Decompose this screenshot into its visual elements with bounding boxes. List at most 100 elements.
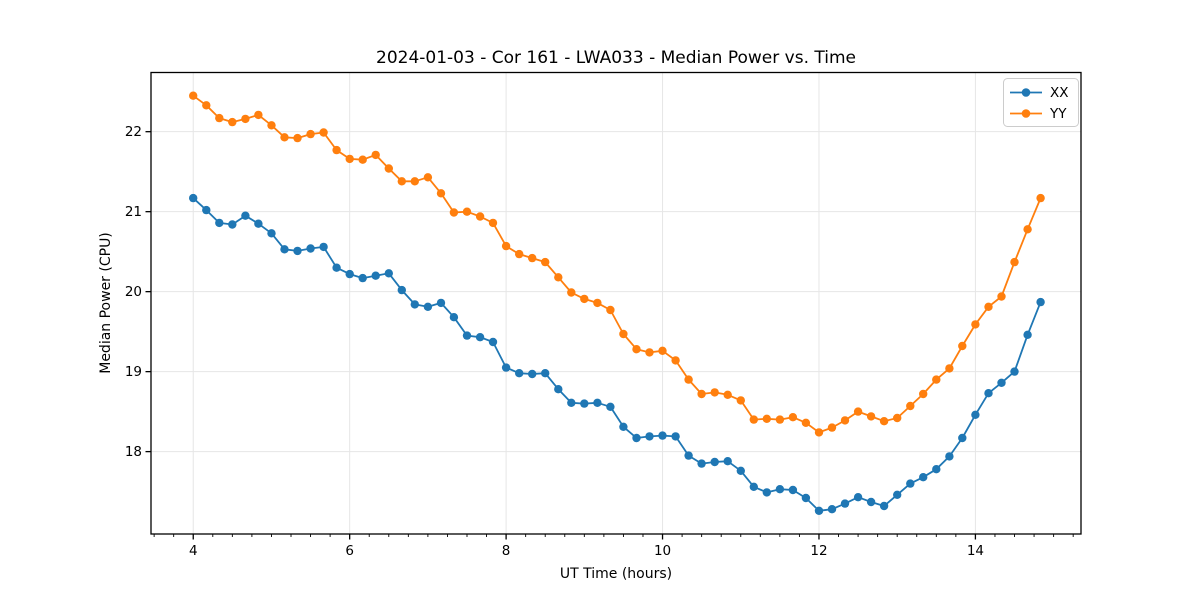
x-tick-label: 4: [189, 543, 198, 559]
data-point-xx: [814, 506, 824, 515]
legend-swatch-marker-xx: [1021, 88, 1031, 97]
y-tick-label: 20: [125, 284, 142, 300]
data-point-yy: [202, 101, 211, 110]
data-point-yy: [267, 121, 276, 130]
data-point-xx: [762, 488, 771, 497]
data-point-yy: [697, 389, 706, 399]
y-tick-label: 21: [125, 204, 142, 220]
data-point-xx: [410, 300, 419, 309]
data-point-xx: [775, 485, 785, 494]
data-point-yy: [1010, 257, 1019, 267]
data-point-xx: [254, 219, 263, 228]
data-point-yy: [228, 117, 237, 127]
axes-spines: [150, 71, 1082, 535]
data-point-xx: [932, 465, 941, 474]
data-point-xx: [788, 485, 798, 495]
data-point-yy: [241, 114, 250, 124]
x-tick-label: 14: [967, 543, 984, 559]
legend-label-xx: XX: [1050, 85, 1069, 101]
data-point-xx: [893, 490, 902, 499]
data-point-xx: [267, 229, 276, 238]
data-point-xx: [958, 433, 967, 443]
data-point-xx: [919, 473, 928, 482]
data-point-xx: [488, 337, 498, 347]
data-point-yy: [801, 418, 811, 427]
data-point-yy: [971, 320, 980, 329]
data-point-xx: [515, 369, 524, 378]
data-point-xx: [567, 398, 576, 407]
y-axis-label: Median Power (CPU): [98, 232, 114, 374]
y-tick-label: 18: [125, 444, 142, 460]
data-point-xx: [293, 246, 302, 256]
data-point-xx: [1036, 297, 1045, 307]
data-point-xx: [345, 269, 354, 279]
data-point-xx: [462, 331, 472, 340]
data-point-yy: [541, 257, 550, 267]
data-point-xx: [840, 499, 850, 508]
data-point-xx: [280, 245, 289, 254]
data-point-xx: [384, 269, 393, 278]
data-point-xx: [241, 211, 250, 220]
data-point-yy: [423, 173, 433, 182]
data-point-xx: [749, 482, 758, 491]
data-point-xx: [306, 244, 315, 253]
data-point-yy: [932, 375, 941, 384]
legend-swatch-marker-yy: [1021, 109, 1031, 118]
data-point-yy: [293, 133, 302, 143]
data-point-xx: [189, 193, 198, 203]
data-point-xx: [619, 422, 628, 431]
data-point-yy: [984, 302, 993, 311]
data-point-xx: [971, 410, 980, 419]
data-point-yy: [332, 145, 341, 155]
data-point-xx: [371, 271, 380, 280]
data-point-xx: [319, 242, 328, 252]
data-point-yy: [397, 177, 406, 186]
x-tick-label: 12: [810, 543, 827, 559]
plot-area: 4 6 8 10 12 14 18 19 20 21 22: [125, 71, 1082, 559]
data-point-yy: [866, 412, 876, 421]
data-point-xx: [397, 285, 406, 295]
data-point-xx: [723, 457, 732, 466]
data-point-yy: [319, 128, 328, 137]
data-point-yy: [1023, 225, 1032, 234]
data-point-yy: [684, 375, 693, 384]
data-point-xx: [736, 466, 745, 475]
data-point-xx: [710, 457, 719, 467]
legend: XX YY: [1003, 78, 1079, 127]
data-point-yy: [280, 133, 289, 142]
data-point-xx: [1023, 330, 1032, 339]
data-point-yy: [215, 113, 224, 123]
data-point-xx: [645, 432, 654, 441]
data-point-xx: [501, 363, 511, 372]
x-axis-label: UT Time (hours): [560, 566, 672, 582]
data-point-yy: [814, 428, 824, 437]
legend-label-yy: YY: [1049, 106, 1067, 122]
data-point-xx: [358, 273, 367, 283]
data-point-yy: [515, 249, 524, 259]
data-point-yy: [345, 154, 354, 164]
data-point-yy: [528, 253, 537, 263]
data-point-xx: [423, 302, 433, 311]
data-point-yy: [619, 329, 628, 339]
data-point-yy: [879, 417, 889, 426]
data-point-xx: [541, 369, 550, 378]
data-point-yy: [593, 298, 602, 308]
data-point-yy: [606, 305, 615, 315]
data-point-xx: [449, 313, 459, 322]
data-point-xx: [580, 399, 589, 408]
data-point-xx: [671, 432, 680, 441]
data-point-yy: [723, 390, 732, 399]
data-point-yy: [997, 292, 1006, 301]
data-point-yy: [306, 129, 315, 139]
data-point-yy: [254, 110, 263, 120]
x-tick-label: 8: [502, 543, 511, 559]
data-point-yy: [840, 416, 850, 425]
data-point-yy: [906, 401, 915, 411]
x-tick-label: 6: [345, 543, 354, 559]
data-point-xx: [202, 205, 211, 215]
data-point-xx: [984, 389, 993, 398]
data-point-xx: [632, 433, 641, 443]
data-point-xx: [606, 402, 615, 411]
